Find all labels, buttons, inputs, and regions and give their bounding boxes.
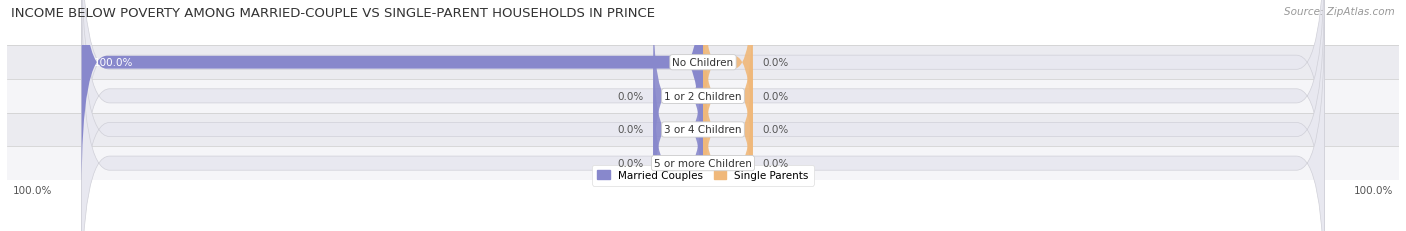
Text: 3 or 4 Children: 3 or 4 Children (664, 125, 742, 135)
Legend: Married Couples, Single Parents: Married Couples, Single Parents (592, 165, 814, 186)
FancyBboxPatch shape (82, 0, 1324, 231)
Bar (7, 46, 1399, 80)
Text: 0.0%: 0.0% (762, 91, 789, 101)
Text: 100.0%: 100.0% (13, 185, 52, 195)
Bar (7, 113, 1399, 147)
Text: 0.0%: 0.0% (617, 158, 644, 168)
FancyBboxPatch shape (703, 0, 752, 157)
FancyBboxPatch shape (82, 0, 1324, 231)
Text: 0.0%: 0.0% (762, 125, 789, 135)
Text: 0.0%: 0.0% (762, 58, 789, 68)
Text: 0.0%: 0.0% (617, 125, 644, 135)
FancyBboxPatch shape (654, 69, 703, 231)
Text: 5 or more Children: 5 or more Children (654, 158, 752, 168)
FancyBboxPatch shape (82, 0, 1324, 207)
FancyBboxPatch shape (703, 2, 752, 191)
Text: 100.0%: 100.0% (1354, 185, 1393, 195)
Text: 100.0%: 100.0% (94, 58, 134, 68)
FancyBboxPatch shape (82, 0, 703, 191)
Text: Source: ZipAtlas.com: Source: ZipAtlas.com (1284, 7, 1395, 17)
Bar (7, 80, 1399, 113)
Text: 0.0%: 0.0% (617, 91, 644, 101)
Text: 1 or 2 Children: 1 or 2 Children (664, 91, 742, 101)
FancyBboxPatch shape (703, 69, 752, 231)
FancyBboxPatch shape (654, 2, 703, 191)
Text: No Children: No Children (672, 58, 734, 68)
FancyBboxPatch shape (703, 36, 752, 224)
Text: 0.0%: 0.0% (762, 158, 789, 168)
Bar (7, 147, 1399, 180)
FancyBboxPatch shape (82, 20, 1324, 231)
Text: INCOME BELOW POVERTY AMONG MARRIED-COUPLE VS SINGLE-PARENT HOUSEHOLDS IN PRINCE: INCOME BELOW POVERTY AMONG MARRIED-COUPL… (11, 7, 655, 20)
FancyBboxPatch shape (654, 36, 703, 224)
